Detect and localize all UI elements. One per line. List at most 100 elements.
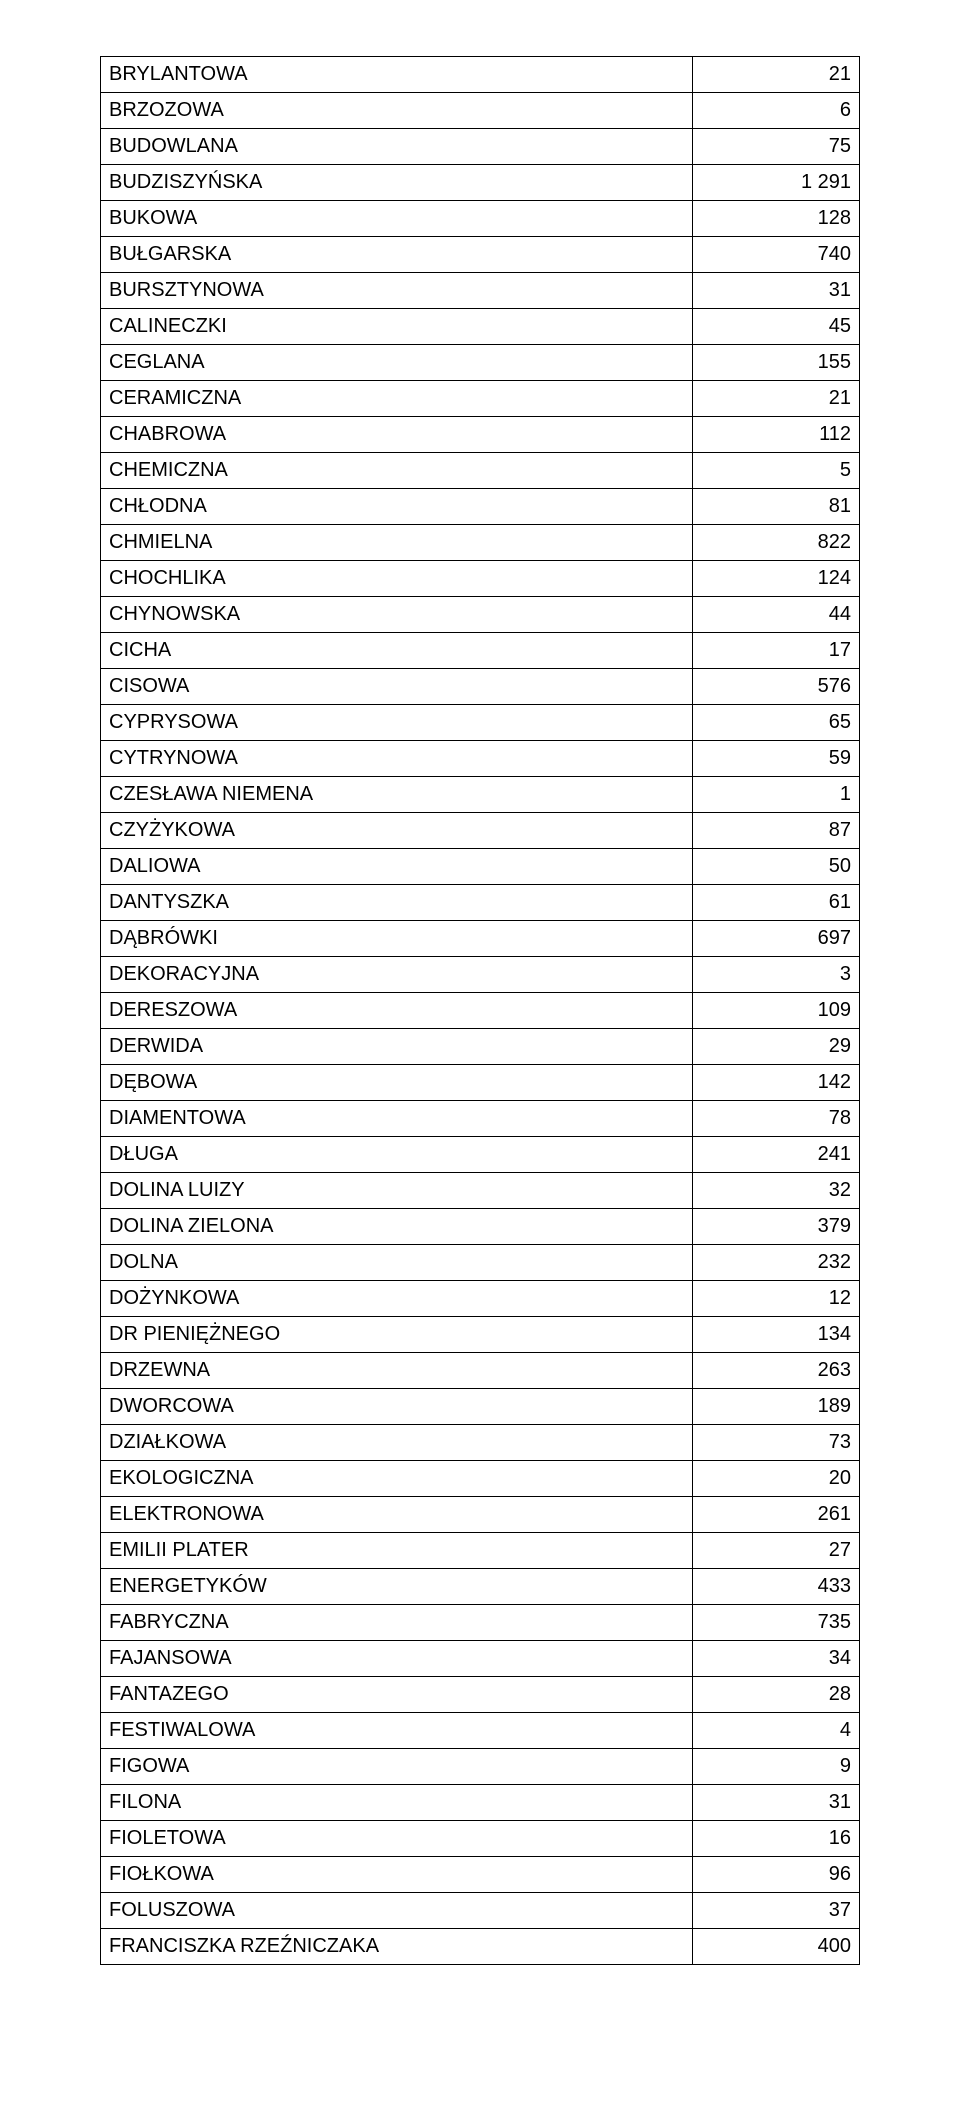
- table-row: BRZOZOWA6: [101, 93, 860, 129]
- table-row: CYTRYNOWA59: [101, 741, 860, 777]
- row-value: 37: [693, 1893, 860, 1929]
- row-name: CHOCHLIKA: [101, 561, 693, 597]
- row-value: 740: [693, 237, 860, 273]
- row-value: 109: [693, 993, 860, 1029]
- row-name: CHABROWA: [101, 417, 693, 453]
- data-table: BRYLANTOWA21BRZOZOWA6BUDOWLANA75BUDZISZY…: [100, 56, 860, 1965]
- table-row: CHŁODNA81: [101, 489, 860, 525]
- row-name: FIGOWA: [101, 1749, 693, 1785]
- row-name: ELEKTRONOWA: [101, 1497, 693, 1533]
- row-value: 20: [693, 1461, 860, 1497]
- table-row: DĄBRÓWKI697: [101, 921, 860, 957]
- row-value: 134: [693, 1317, 860, 1353]
- row-name: CALINECZKI: [101, 309, 693, 345]
- row-name: FOLUSZOWA: [101, 1893, 693, 1929]
- table-row: BURSZTYNOWA31: [101, 273, 860, 309]
- row-value: 28: [693, 1677, 860, 1713]
- row-name: BUŁGARSKA: [101, 237, 693, 273]
- row-value: 81: [693, 489, 860, 525]
- row-value: 822: [693, 525, 860, 561]
- row-name: FESTIWALOWA: [101, 1713, 693, 1749]
- row-name: CISOWA: [101, 669, 693, 705]
- row-value: 59: [693, 741, 860, 777]
- row-name: DANTYSZKA: [101, 885, 693, 921]
- row-name: DEKORACYJNA: [101, 957, 693, 993]
- row-name: FAJANSOWA: [101, 1641, 693, 1677]
- row-name: BRYLANTOWA: [101, 57, 693, 93]
- row-name: FRANCISZKA RZEŹNICZAKA: [101, 1929, 693, 1965]
- row-value: 21: [693, 381, 860, 417]
- table-row: CHOCHLIKA124: [101, 561, 860, 597]
- table-row: ELEKTRONOWA261: [101, 1497, 860, 1533]
- row-name: CHŁODNA: [101, 489, 693, 525]
- row-value: 16: [693, 1821, 860, 1857]
- row-value: 735: [693, 1605, 860, 1641]
- table-row: DOLINA LUIZY32: [101, 1173, 860, 1209]
- row-value: 112: [693, 417, 860, 453]
- row-name: FANTAZEGO: [101, 1677, 693, 1713]
- row-value: 4: [693, 1713, 860, 1749]
- row-name: BRZOZOWA: [101, 93, 693, 129]
- row-name: CHMIELNA: [101, 525, 693, 561]
- row-value: 61: [693, 885, 860, 921]
- row-value: 263: [693, 1353, 860, 1389]
- row-name: BUKOWA: [101, 201, 693, 237]
- row-name: DRZEWNA: [101, 1353, 693, 1389]
- row-name: DOŻYNKOWA: [101, 1281, 693, 1317]
- row-name: CICHA: [101, 633, 693, 669]
- table-row: DŁUGA241: [101, 1137, 860, 1173]
- table-row: CISOWA576: [101, 669, 860, 705]
- row-value: 50: [693, 849, 860, 885]
- row-value: 576: [693, 669, 860, 705]
- row-value: 34: [693, 1641, 860, 1677]
- row-name: BUDOWLANA: [101, 129, 693, 165]
- row-value: 75: [693, 129, 860, 165]
- row-name: CHYNOWSKA: [101, 597, 693, 633]
- row-value: 78: [693, 1101, 860, 1137]
- document-page: BRYLANTOWA21BRZOZOWA6BUDOWLANA75BUDZISZY…: [0, 0, 960, 2021]
- table-row: DEKORACYJNA3: [101, 957, 860, 993]
- row-name: DERESZOWA: [101, 993, 693, 1029]
- row-value: 697: [693, 921, 860, 957]
- table-row: DOŻYNKOWA12: [101, 1281, 860, 1317]
- row-name: CZYŻYKOWA: [101, 813, 693, 849]
- table-row: CYPRYSOWA65: [101, 705, 860, 741]
- row-value: 232: [693, 1245, 860, 1281]
- row-name: CYTRYNOWA: [101, 741, 693, 777]
- row-value: 73: [693, 1425, 860, 1461]
- table-row: EMILII PLATER27: [101, 1533, 860, 1569]
- table-row: CZESŁAWA NIEMENA1: [101, 777, 860, 813]
- table-row: ENERGETYKÓW433: [101, 1569, 860, 1605]
- row-value: 433: [693, 1569, 860, 1605]
- table-row: BUKOWA128: [101, 201, 860, 237]
- row-name: DERWIDA: [101, 1029, 693, 1065]
- row-name: CEGLANA: [101, 345, 693, 381]
- table-row: DZIAŁKOWA73: [101, 1425, 860, 1461]
- table-row: CHEMICZNA5: [101, 453, 860, 489]
- table-row: DRZEWNA263: [101, 1353, 860, 1389]
- row-name: FILONA: [101, 1785, 693, 1821]
- table-row: EKOLOGICZNA20: [101, 1461, 860, 1497]
- row-value: 241: [693, 1137, 860, 1173]
- row-name: DZIAŁKOWA: [101, 1425, 693, 1461]
- row-value: 1: [693, 777, 860, 813]
- row-value: 21: [693, 57, 860, 93]
- row-name: CERAMICZNA: [101, 381, 693, 417]
- row-name: CYPRYSOWA: [101, 705, 693, 741]
- row-value: 31: [693, 273, 860, 309]
- row-value: 12: [693, 1281, 860, 1317]
- row-value: 29: [693, 1029, 860, 1065]
- row-value: 142: [693, 1065, 860, 1101]
- row-name: EKOLOGICZNA: [101, 1461, 693, 1497]
- row-name: FABRYCZNA: [101, 1605, 693, 1641]
- table-row: FIGOWA9: [101, 1749, 860, 1785]
- row-value: 87: [693, 813, 860, 849]
- row-value: 96: [693, 1857, 860, 1893]
- row-value: 124: [693, 561, 860, 597]
- row-name: CZESŁAWA NIEMENA: [101, 777, 693, 813]
- row-name: DŁUGA: [101, 1137, 693, 1173]
- row-value: 17: [693, 633, 860, 669]
- table-row: DR PIENIĘŻNEGO134: [101, 1317, 860, 1353]
- table-row: CZYŻYKOWA87: [101, 813, 860, 849]
- table-row: FANTAZEGO28: [101, 1677, 860, 1713]
